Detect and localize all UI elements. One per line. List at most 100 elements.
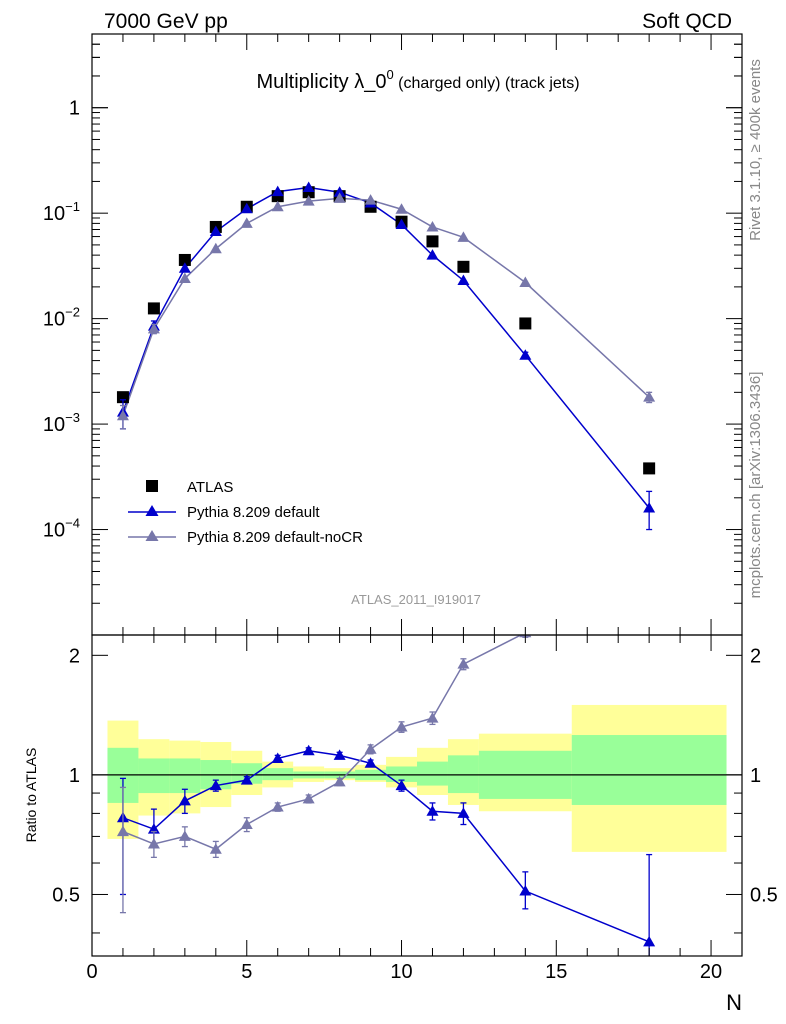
- main-axis-ticks: [91, 33, 743, 636]
- pythia-8-209-default-nocr-point: [643, 391, 656, 402]
- x-tick-label: 0: [86, 961, 97, 983]
- main-y-tick-label: 10−1: [43, 199, 80, 225]
- legend-pythia-default-marker: [145, 505, 159, 516]
- pythia-8-209-default-ratio-point: [519, 885, 532, 896]
- pythia-8-209-default-ratio-point: [395, 779, 408, 791]
- pythia-8-209-default-line: [122, 186, 650, 509]
- pythia-8-209-default-nocr-point: [426, 220, 439, 232]
- pythia-8-209-default-point: [240, 202, 253, 214]
- atlas-point: [643, 462, 656, 475]
- main-plot-title: Multiplicity λ_00 (charged only) (track …: [256, 67, 579, 93]
- green-uncertainty-band: [447, 755, 479, 794]
- pythia-8-209-default-nocr-ratio-point: [457, 658, 470, 669]
- ratio-tick-labels: 0.5 0.51 12 20 5 10 15 20: [52, 645, 778, 983]
- pythia-8-209-default-nocr-ratio-point: [147, 837, 160, 849]
- green-uncertainty-band: [386, 766, 417, 782]
- pythia-8-209-default-ratio-point: [271, 752, 284, 763]
- main-y-tick-label: 10−3: [43, 410, 80, 436]
- atlas-point: [178, 253, 191, 266]
- main-y-tick-label: 1: [69, 98, 80, 120]
- pythia-8-209-default-point: [333, 186, 346, 197]
- pythia-8-209-default-nocr-point: [457, 231, 470, 242]
- pythia-8-209-default-nocr-line: [122, 197, 650, 416]
- pythia-8-209-default-nocr-ratio-point: [116, 825, 129, 837]
- x-tick-label: 10: [390, 961, 412, 983]
- legend: ATLAS Pythia 8.209 default Pythia 8.209 …: [128, 479, 363, 546]
- main-panel: 1 10−1 10−2 10−3 10−4 ATLAS_2011_I919017 Mul…: [43, 33, 743, 636]
- green-uncertainty-band: [138, 758, 170, 794]
- atlas-point: [457, 260, 470, 273]
- pythia-8-209-default-ratio-point: [333, 749, 346, 760]
- pythia-8-209-default-ratio-point: [426, 805, 439, 816]
- pythia-8-209-default-nocr-ratio-point: [364, 743, 377, 754]
- ratio-y-tick-label-left: 0.5: [52, 884, 80, 906]
- atlas-point: [519, 317, 532, 330]
- pythia-8-209-default-ratio-point: [302, 744, 315, 756]
- pythia-8-209-default-nocr-ratio-point: [178, 830, 191, 841]
- pythia-8-209-default-nocr-point: [240, 217, 253, 228]
- pythia-8-209-default-nocr-ratio-point: [302, 792, 315, 804]
- pythia-8-209-default-nocr-ratio-point: [240, 818, 253, 830]
- green-uncertainty-band: [231, 763, 263, 784]
- pythia-8-209-default-ratio-point: [209, 779, 222, 791]
- main-y-tick-labels: 1 10−1 10−2 10−3 10−4: [43, 98, 80, 542]
- x-tick-label: 15: [545, 961, 567, 983]
- pythia-8-209-default-nocr-point: [302, 195, 315, 206]
- ratio-axis-ticks: [91, 635, 743, 956]
- pythia-8-209-default-nocr-point: [333, 192, 346, 203]
- pythia-8-209-default-point: [178, 262, 191, 273]
- pythia-8-209-default-point: [457, 274, 470, 285]
- green-uncertainty-band: [262, 768, 294, 781]
- green-uncertainty-band: [169, 758, 201, 794]
- pythia-8-209-default-point: [302, 181, 315, 193]
- pythia-8-209-default-ratio-point: [643, 935, 656, 947]
- mcplots-side-text: mcplots.cern.ch [arXiv:1306.3436]: [747, 372, 764, 599]
- ratio-y-tick-label-right: 2: [750, 645, 761, 667]
- green-uncertainty-band: [571, 735, 727, 805]
- main-y-tick-label: 10−2: [43, 305, 80, 331]
- pythia-8-209-default-point: [271, 185, 284, 197]
- pythia-8-209-default-ratio-point: [457, 807, 470, 818]
- pythia-8-209-default-nocr-ratio-point: [395, 720, 408, 732]
- pythia-8-209-default-nocr-point: [271, 200, 284, 212]
- pythia-8-209-default-nocr-point: [209, 242, 222, 254]
- pythia-8-209-default-ratio-point: [364, 757, 377, 768]
- pythia-8-209-default-nocr-point: [519, 276, 532, 288]
- legend-pythia-default-label: Pythia 8.209 default: [187, 504, 320, 521]
- header-right-text: Soft QCD: [642, 10, 732, 33]
- ratio-y-tick-label-left: 1: [69, 765, 80, 787]
- legend-pythia-nocr-label: Pythia 8.209 default-noCR: [187, 529, 363, 546]
- pythia-8-209-default-nocr-point: [364, 194, 377, 205]
- main-series-markers: [116, 181, 656, 531]
- legend-atlas-label: ATLAS: [187, 479, 233, 496]
- pythia-8-209-default-point: [519, 349, 532, 360]
- pythia-8-209-default-ratio-point: [178, 794, 191, 806]
- pythia-8-209-default-nocr-point: [147, 322, 160, 334]
- x-axis-label: N: [726, 990, 742, 1015]
- pythia-8-209-default-point: [395, 218, 408, 230]
- pythia-8-209-default-ratio-line: [122, 750, 650, 943]
- ratio-y-axis-label: Ratio to ATLAS: [23, 748, 39, 843]
- ratio-y-tick-label-right: 1: [750, 765, 761, 787]
- ratio-y-tick-label-left: 2: [69, 645, 80, 667]
- x-tick-label: 5: [241, 961, 252, 983]
- pythia-8-209-default-ratio-point: [240, 774, 253, 785]
- rivet-side-text: Rivet 3.1.10, ≥ 400k events: [747, 59, 764, 241]
- atlas-point: [147, 302, 160, 315]
- pythia-8-209-default-nocr-point: [395, 203, 408, 214]
- pythia-8-209-default-point: [209, 225, 222, 237]
- pythia-8-209-default-nocr-ratio-point: [333, 775, 346, 787]
- pythia-8-209-default-nocr-ratio-point: [209, 843, 222, 854]
- pythia-8-209-default-nocr-ratio-point: [426, 712, 439, 723]
- ratio-panel: 0.5 0.51 12 20 5 10 15 20 Ratio to ATLAS N: [23, 634, 778, 1015]
- pythia-8-209-default-point: [643, 502, 656, 513]
- x-tick-label: 20: [700, 961, 722, 983]
- pythia-8-209-default-nocr-point: [178, 272, 191, 284]
- green-uncertainty-band: [417, 761, 448, 786]
- atlas-point: [426, 235, 439, 248]
- pythia-8-209-default-point: [426, 249, 439, 260]
- legend-pythia-nocr-marker: [145, 530, 159, 541]
- ratio-frame: [91, 634, 743, 957]
- header-left-text: 7000 GeV pp: [104, 10, 228, 33]
